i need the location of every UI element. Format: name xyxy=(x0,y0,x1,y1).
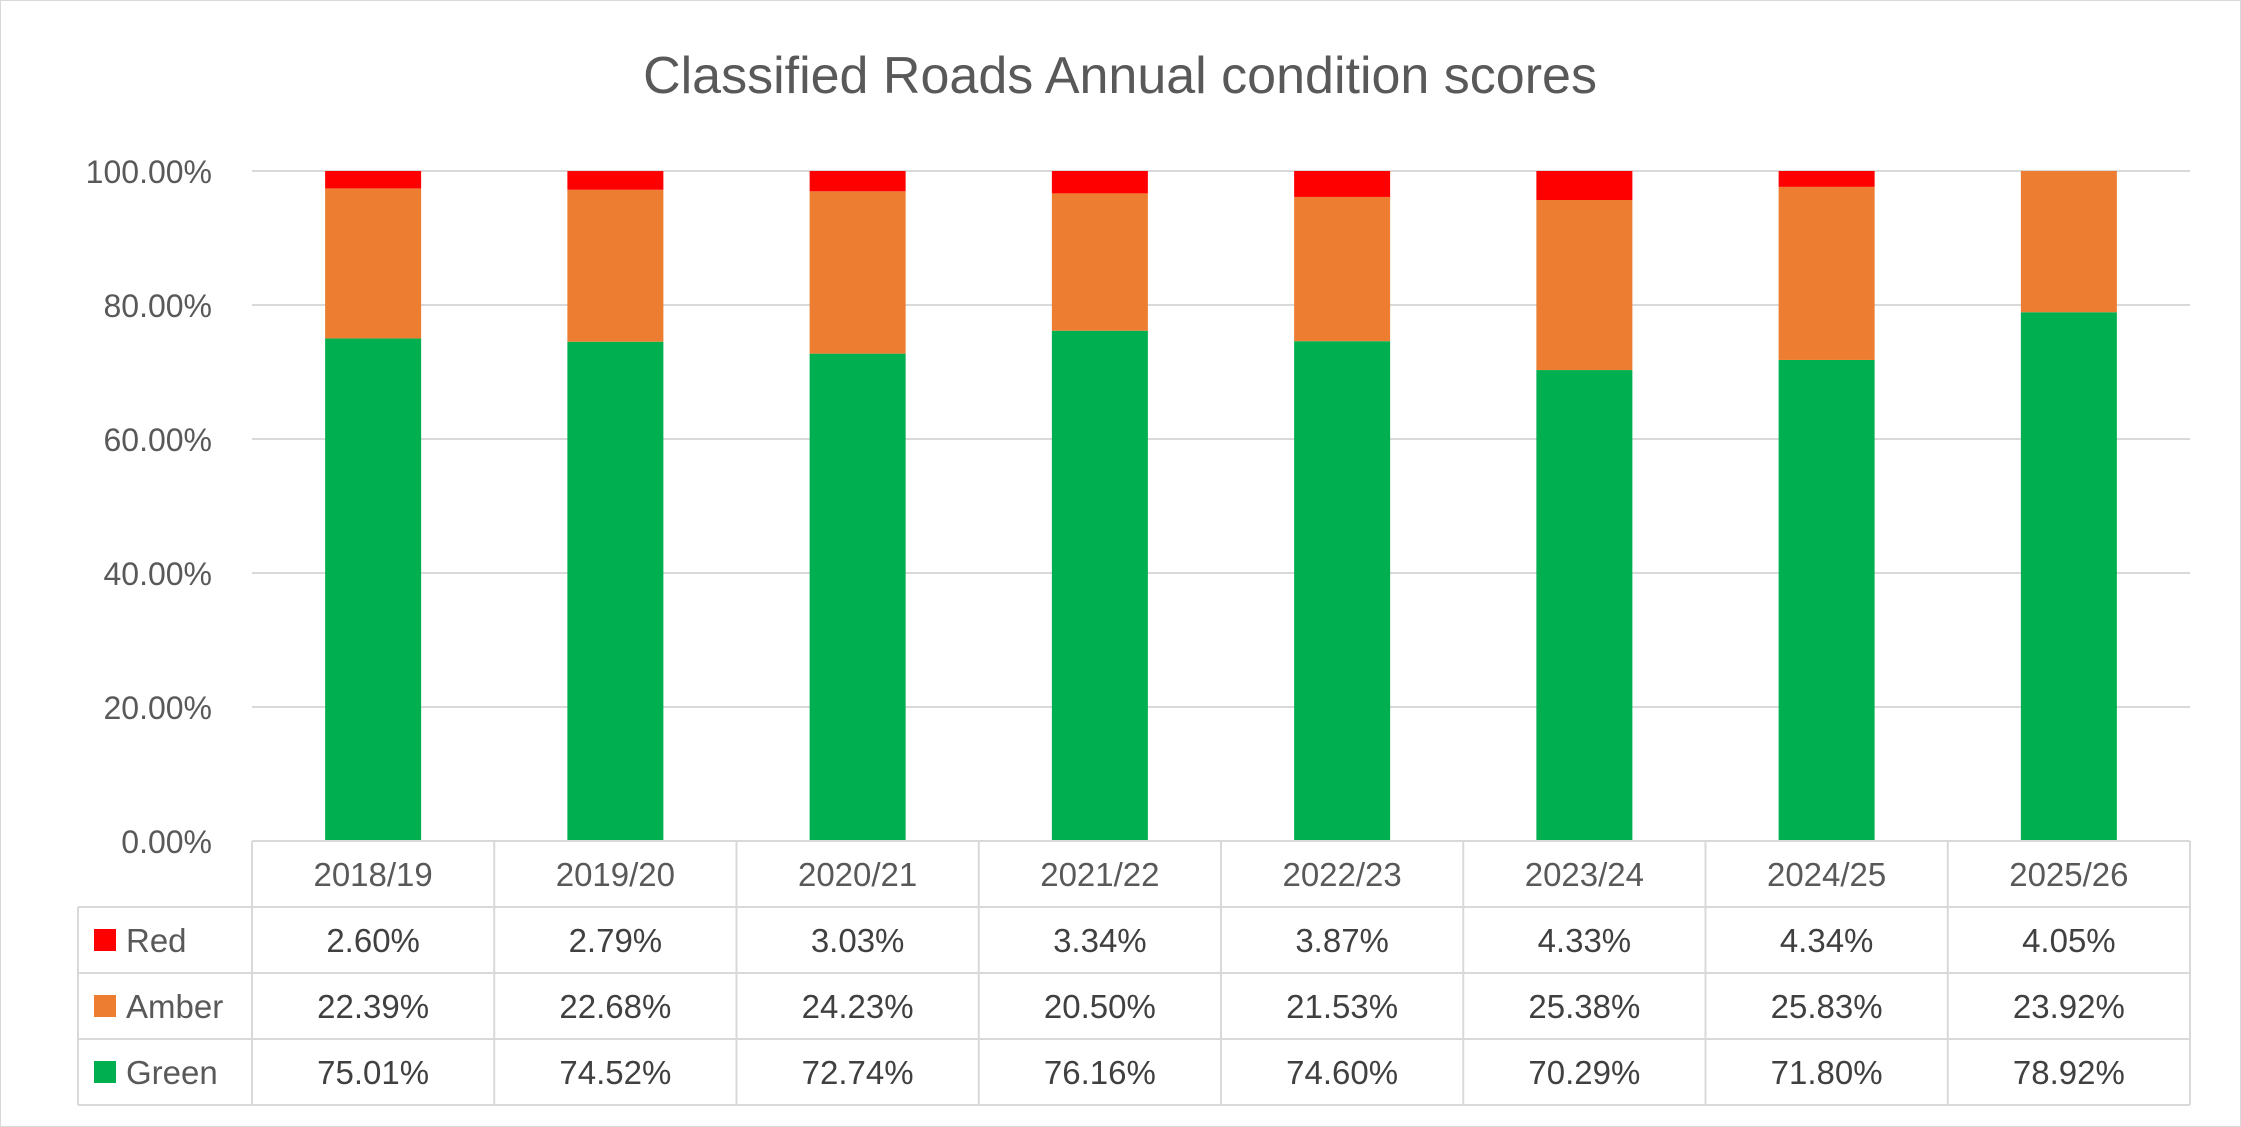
bar-segment-green xyxy=(809,353,906,841)
data-table-value: 25.38% xyxy=(1528,988,1640,1025)
data-table-value: 4.05% xyxy=(2022,922,2116,959)
x-tick-label: 2018/19 xyxy=(313,856,432,893)
bar-segment-green xyxy=(1051,330,1148,841)
bar-segment-amber xyxy=(1294,196,1391,342)
legend-key-green xyxy=(94,1061,116,1083)
x-tick-label: 2025/26 xyxy=(2009,856,2128,893)
data-table-value: 24.23% xyxy=(802,988,914,1025)
chart-title: Classified Roads Annual condition scores xyxy=(643,47,1597,105)
x-tick-label: 2024/25 xyxy=(1767,856,1886,893)
data-table-value: 4.33% xyxy=(1538,922,1632,959)
data-table-value: 3.34% xyxy=(1053,922,1147,959)
y-tick-label: 0.00% xyxy=(121,824,212,860)
bar-segment-amber xyxy=(2020,171,2117,313)
bar-segment-red xyxy=(1778,171,1875,187)
data-table-value: 75.01% xyxy=(317,1054,429,1091)
legend-key-red xyxy=(94,929,116,951)
data-table-value: 76.16% xyxy=(1044,1054,1156,1091)
data-table-value: 71.80% xyxy=(1771,1054,1883,1091)
bar-segment-green xyxy=(1778,359,1875,841)
bar-segment-amber xyxy=(567,189,664,342)
x-tick-label: 2019/20 xyxy=(556,856,675,893)
bar-segment-amber xyxy=(1051,193,1148,331)
bar-segment-green xyxy=(1294,341,1391,841)
data-table-value: 74.60% xyxy=(1286,1054,1398,1091)
data-table-value: 78.92% xyxy=(2013,1054,2125,1091)
bars xyxy=(325,171,2117,842)
data-table-value: 74.52% xyxy=(559,1054,671,1091)
y-tick-label: 20.00% xyxy=(103,690,212,726)
gridlines xyxy=(252,170,2190,708)
bar-segment-amber xyxy=(1778,186,1875,360)
legend-label: Green xyxy=(126,1054,218,1091)
data-table: 2018/19 2019/20 2020/21 2021/22 2022/23 2023/… xyxy=(77,840,2191,1106)
data-table-value: 2.79% xyxy=(569,922,663,959)
data-table-value: 23.92% xyxy=(2013,988,2125,1025)
bar-segment-green xyxy=(2020,312,2117,842)
legend-key-amber xyxy=(94,995,116,1017)
data-table-value: 72.74% xyxy=(802,1054,914,1091)
bar-segment-amber xyxy=(325,188,422,339)
data-table-value: 2.60% xyxy=(326,922,420,959)
x-tick-label: 2020/21 xyxy=(798,856,917,893)
y-tick-label: 80.00% xyxy=(103,288,212,324)
y-tick-label: 100.00% xyxy=(86,154,212,190)
bar-segment-green xyxy=(325,338,422,841)
bar-segment-red xyxy=(1051,171,1148,194)
bar-segment-red xyxy=(1536,171,1633,201)
y-tick-label: 60.00% xyxy=(103,422,212,458)
x-tick-label: 2022/23 xyxy=(1282,856,1401,893)
bar-segment-red xyxy=(809,171,906,192)
data-table-value: 70.29% xyxy=(1528,1054,1640,1091)
data-table-value: 3.87% xyxy=(1295,922,1389,959)
bar-segment-green xyxy=(1536,370,1633,841)
bar-segment-amber xyxy=(1536,200,1633,371)
y-axis-tick-labels: 0.00% 20.00% 40.00% 60.00% 80.00% 100.00% xyxy=(86,154,212,860)
data-table-value: 3.03% xyxy=(811,922,905,959)
data-table-value: 22.68% xyxy=(559,988,671,1025)
bar-segment-green xyxy=(567,341,664,841)
data-table-value: 20.50% xyxy=(1044,988,1156,1025)
bar-segment-red xyxy=(325,171,422,189)
bar-segment-red xyxy=(1294,171,1391,197)
data-table-value: 4.34% xyxy=(1780,922,1874,959)
x-tick-label: 2023/24 xyxy=(1525,856,1644,893)
bar-segment-red xyxy=(567,171,664,190)
y-tick-label: 40.00% xyxy=(103,556,212,592)
data-table-value: 21.53% xyxy=(1286,988,1398,1025)
legend-label: Red xyxy=(126,922,187,959)
bar-segment-amber xyxy=(809,191,906,354)
legend-label: Amber xyxy=(126,988,223,1025)
data-table-value: 25.83% xyxy=(1771,988,1883,1025)
x-tick-label: 2021/22 xyxy=(1040,856,1159,893)
data-table-value: 22.39% xyxy=(317,988,429,1025)
